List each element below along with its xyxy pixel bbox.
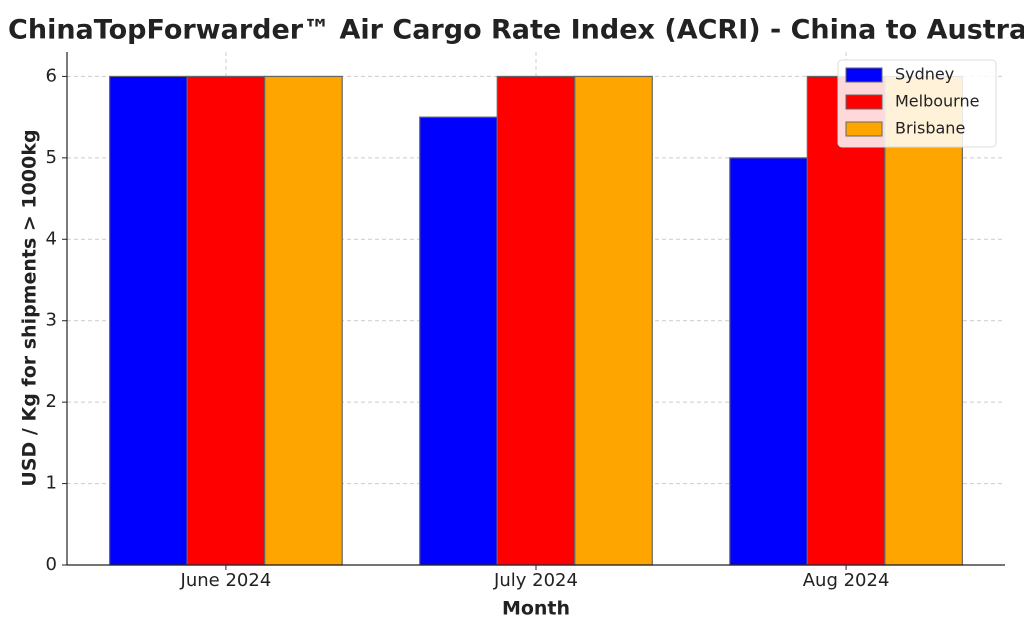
x-tick-label: June 2024 bbox=[180, 570, 272, 591]
y-tick-label: 6 bbox=[46, 65, 57, 86]
legend-swatch bbox=[845, 94, 883, 110]
bar bbox=[186, 75, 266, 566]
y-axis-label: USD / Kg for shipments > 1000kg bbox=[19, 129, 41, 486]
x-tick-label: July 2024 bbox=[493, 570, 578, 591]
y-tick-label: 1 bbox=[46, 473, 57, 494]
bar bbox=[884, 75, 963, 566]
y-tick-label: 0 bbox=[46, 554, 57, 575]
x-axis-label: Month bbox=[502, 598, 570, 620]
legend-label: Sydney bbox=[895, 65, 954, 84]
bar bbox=[806, 75, 886, 566]
bar bbox=[729, 157, 808, 566]
bar bbox=[109, 75, 188, 566]
legend-swatch bbox=[845, 67, 883, 83]
legend-label: Brisbane bbox=[895, 119, 965, 138]
bar bbox=[264, 75, 343, 566]
y-tick-label: 3 bbox=[46, 310, 57, 331]
y-tick-label: 5 bbox=[46, 147, 57, 168]
bar bbox=[496, 75, 576, 566]
chart-title: ChinaTopForwarder™ Air Cargo Rate Index … bbox=[8, 15, 1024, 46]
bar bbox=[419, 116, 498, 566]
y-tick-label: 2 bbox=[46, 391, 57, 412]
legend-label: Melbourne bbox=[895, 92, 979, 111]
bar bbox=[574, 75, 653, 566]
x-tick-label: Aug 2024 bbox=[803, 570, 890, 591]
y-tick-label: 4 bbox=[46, 228, 57, 249]
legend-swatch bbox=[845, 121, 883, 137]
